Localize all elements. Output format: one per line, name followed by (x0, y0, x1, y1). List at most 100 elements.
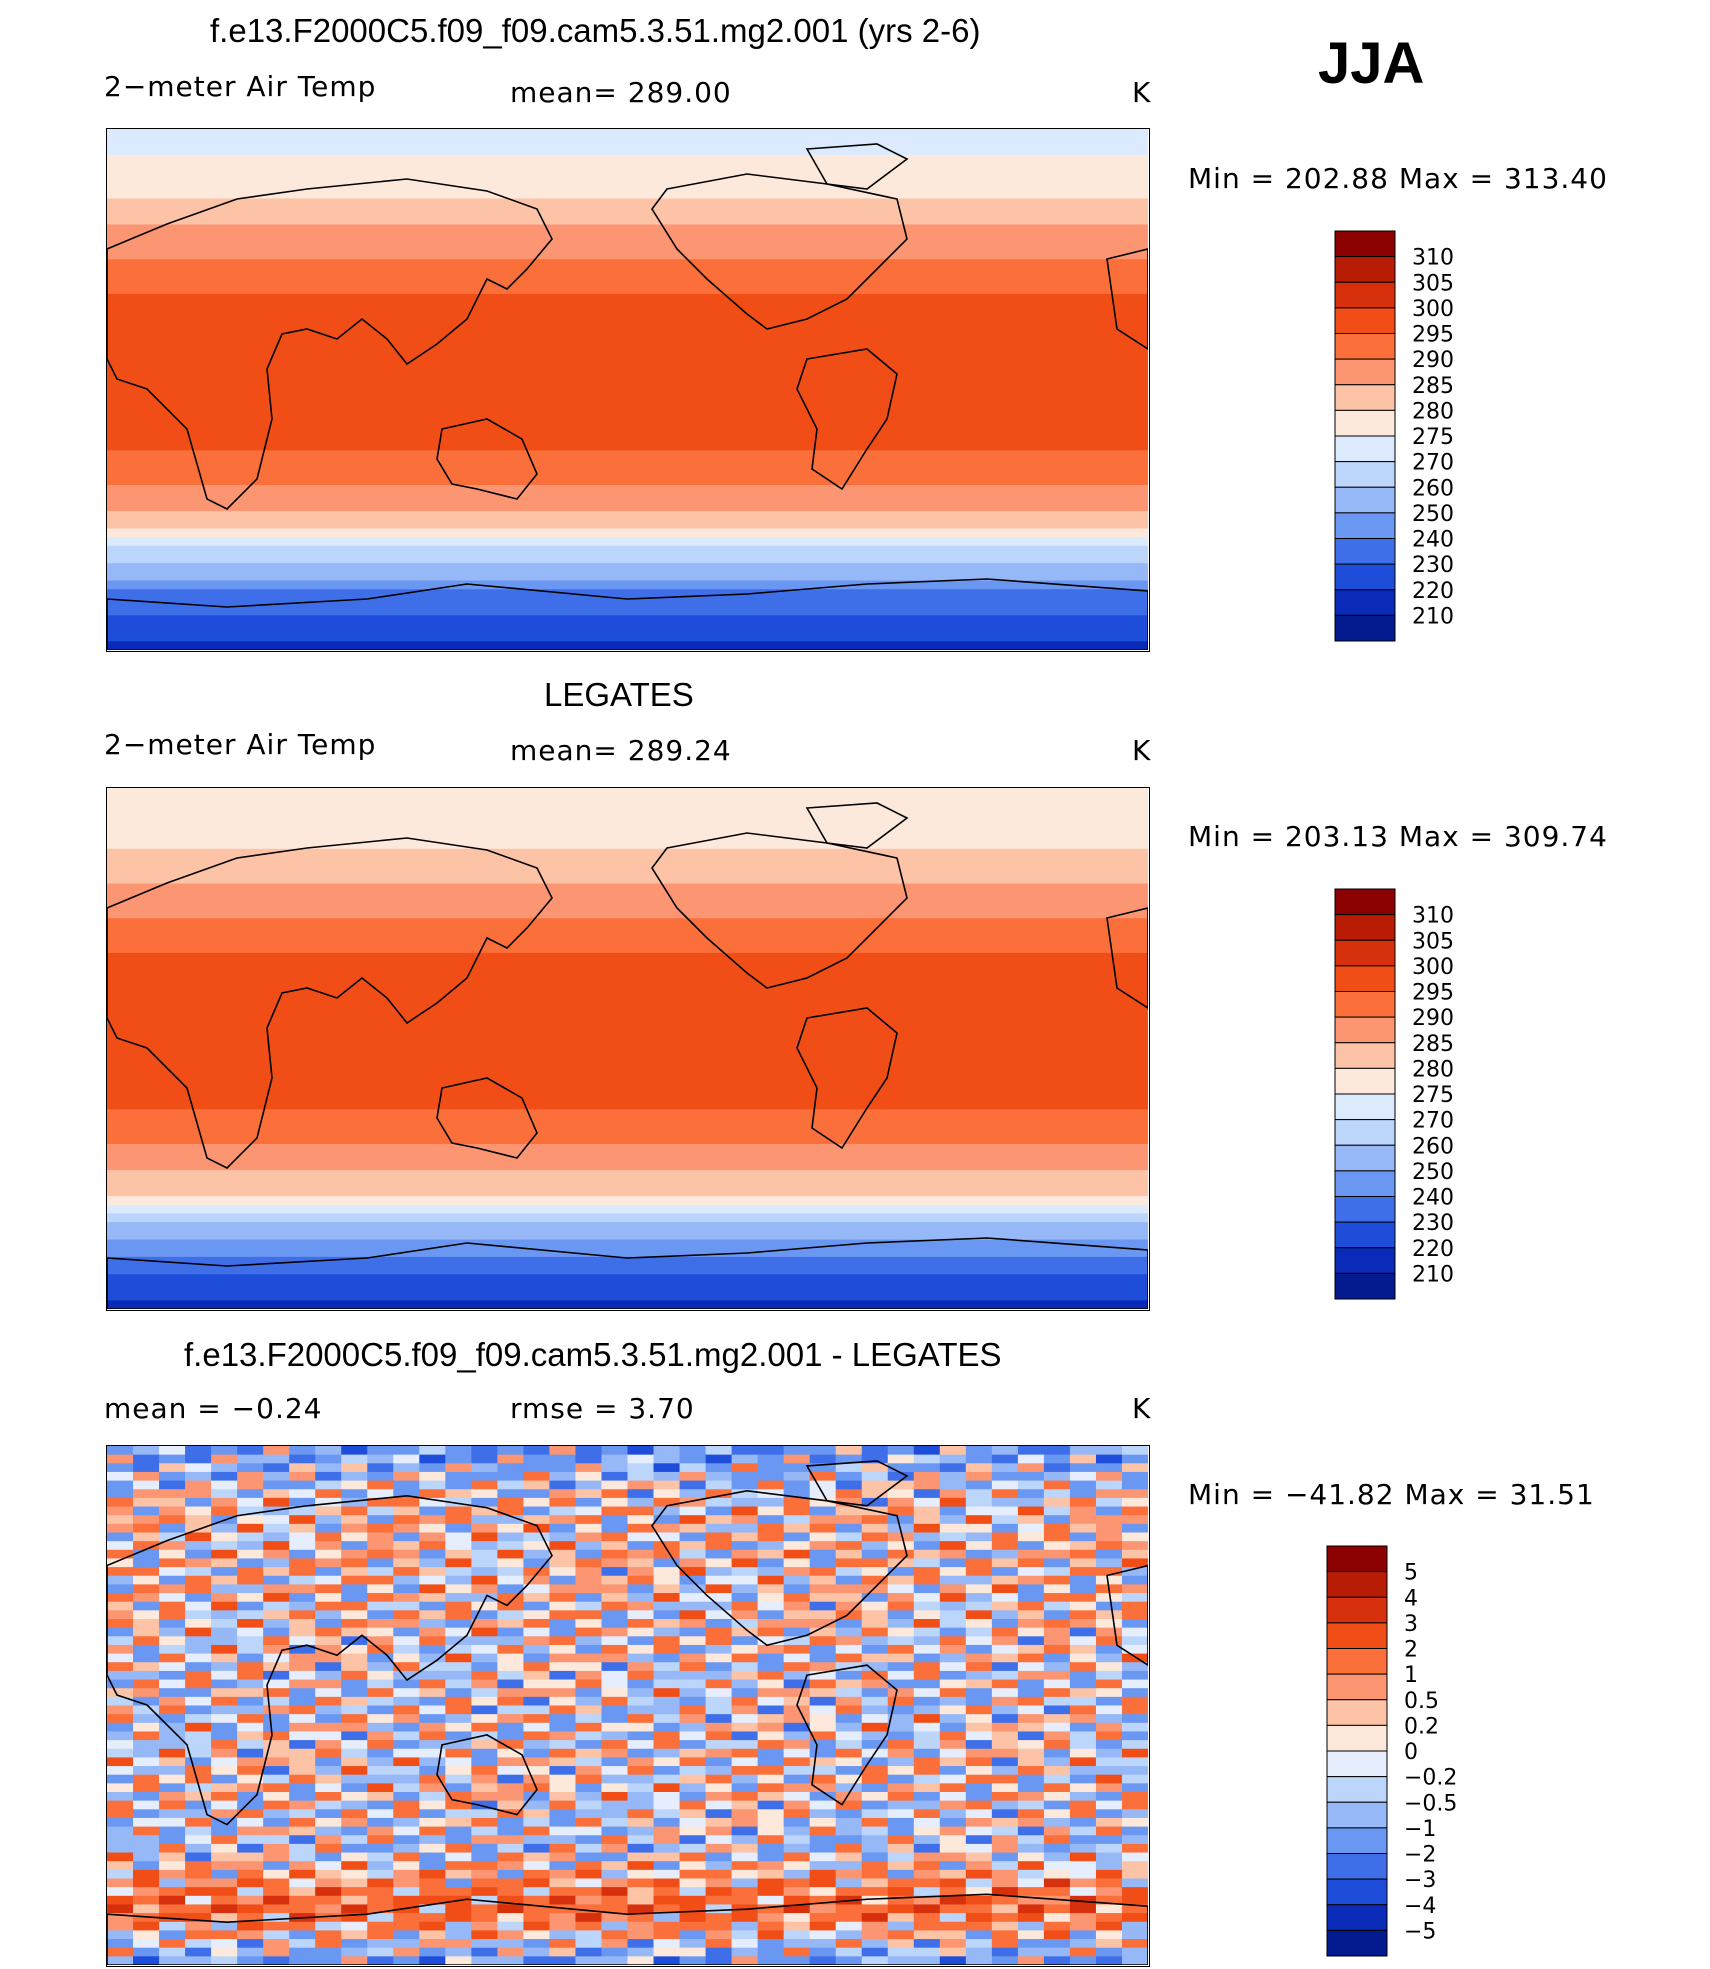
field-cell (991, 1471, 1019, 1482)
field-cell (861, 1567, 889, 1577)
field-cell (783, 1956, 811, 1965)
field-cell (731, 1532, 759, 1543)
field-cell (471, 1887, 499, 1897)
field-cell (1121, 1861, 1148, 1871)
field-cell (523, 1523, 551, 1534)
field-cell (393, 1480, 421, 1491)
field-cell (341, 1826, 369, 1837)
field-cell (783, 1454, 811, 1465)
field-band (107, 224, 1148, 235)
field-cell (783, 1895, 811, 1906)
field-cell (1069, 1766, 1097, 1776)
field-bands (107, 129, 1148, 650)
field-cell (887, 1558, 915, 1569)
field-cell (237, 1567, 265, 1577)
field-cell (601, 1610, 629, 1620)
colorbar-swatch (1334, 1144, 1396, 1172)
field-cell (107, 1653, 135, 1664)
field-cell (575, 1480, 603, 1491)
field-band (107, 805, 1148, 816)
field-cell (1017, 1567, 1045, 1577)
field-cell (1043, 1601, 1071, 1612)
field-cell (107, 1489, 135, 1499)
field-cell (1095, 1636, 1123, 1646)
field-cell (939, 1575, 967, 1586)
field-cell (341, 1532, 369, 1543)
field-cell (731, 1497, 759, 1508)
field-cell (653, 1774, 681, 1785)
field-cell (835, 1939, 863, 1949)
field-cell (133, 1679, 161, 1690)
colorbar-swatch (1334, 1119, 1396, 1146)
colorbar-swatch (1334, 358, 1396, 386)
field-cell (783, 1636, 811, 1646)
coastline (651, 1490, 908, 1647)
field-cell (107, 1670, 135, 1681)
field-cell (107, 1575, 135, 1586)
field-cell (185, 1792, 213, 1802)
field-cell (341, 1947, 369, 1958)
field-cell (367, 1610, 395, 1620)
field-cell (1095, 1644, 1123, 1655)
coastline (436, 1077, 538, 1159)
field-cell (237, 1930, 265, 1941)
field-cell (1121, 1817, 1148, 1828)
field-cell (107, 1558, 135, 1569)
field-cell (393, 1835, 421, 1845)
colorbar-tick-label: 240 (1412, 528, 1454, 553)
field-cell (601, 1800, 629, 1811)
field-cell (809, 1921, 837, 1932)
field-cell (315, 1731, 343, 1742)
field-cell (289, 1904, 317, 1915)
colorbar-swatch (1326, 1699, 1388, 1726)
field-cell (913, 1532, 941, 1543)
field-cell (731, 1688, 759, 1698)
field-cell (185, 1463, 213, 1473)
field-cell (627, 1861, 655, 1871)
field-cell (341, 1584, 369, 1595)
field-cell (549, 1584, 577, 1595)
field-cell (393, 1446, 421, 1456)
field-cell (419, 1471, 447, 1482)
field-cell (367, 1541, 395, 1551)
field-cell (133, 1887, 161, 1897)
colorbar-swatch (1326, 1596, 1388, 1624)
field-cell (263, 1852, 291, 1863)
field-band (107, 874, 1148, 885)
field-cell (627, 1740, 655, 1750)
field-cell (185, 1956, 213, 1965)
field-cell (133, 1757, 161, 1768)
field-cell (341, 1904, 369, 1915)
field-cell (1017, 1826, 1045, 1837)
field-band (107, 398, 1148, 408)
field-cell (939, 1653, 967, 1664)
field-band (107, 259, 1148, 269)
field-cell (679, 1956, 707, 1965)
field-cell (653, 1887, 681, 1897)
field-cell (159, 1835, 187, 1845)
field-cell (601, 1731, 629, 1742)
field-cell (913, 1584, 941, 1595)
field-cell (653, 1688, 681, 1698)
field-cell (367, 1593, 395, 1603)
field-cell (783, 1740, 811, 1750)
field-cell (549, 1878, 577, 1889)
field-cell (887, 1670, 915, 1681)
field-cell (757, 1705, 785, 1716)
field-cell (705, 1662, 733, 1672)
field-cell (237, 1722, 265, 1733)
field-cell (497, 1662, 525, 1672)
field-cell (757, 1670, 785, 1681)
colorbar-swatch (1334, 1247, 1396, 1274)
field-cell (757, 1446, 785, 1456)
field-band (107, 996, 1148, 1007)
field-cell (185, 1913, 213, 1923)
field-cell (523, 1930, 551, 1941)
field-cell (497, 1869, 525, 1880)
field-cell (367, 1748, 395, 1759)
field-cell (601, 1515, 629, 1525)
field-cell (575, 1947, 603, 1958)
field-cell (679, 1809, 707, 1819)
field-cell (705, 1471, 733, 1482)
field-cell (731, 1489, 759, 1499)
